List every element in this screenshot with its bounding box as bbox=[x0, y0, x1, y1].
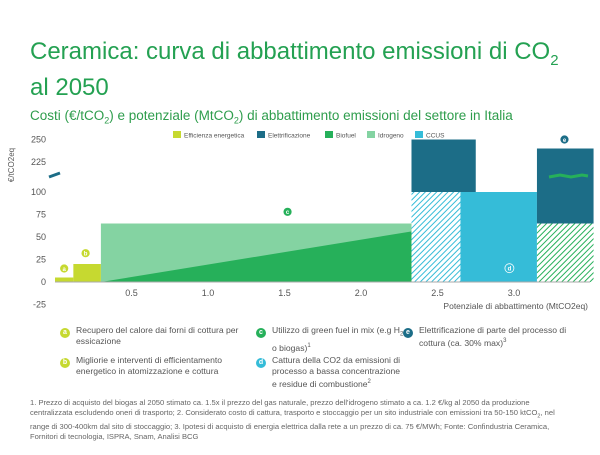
legend-swatch bbox=[367, 131, 375, 138]
chart-subtitle: Costi (€/tCO2) e potenziale (MtCO2) di a… bbox=[30, 108, 513, 126]
marker-c bbox=[282, 206, 293, 217]
x-tick-label: 1.0 bbox=[202, 288, 215, 298]
note-a: Recupero del calore dai forni di cottura… bbox=[76, 325, 239, 346]
marker-b bbox=[80, 248, 91, 259]
y-tick-label: -25 bbox=[33, 300, 46, 310]
legend-label: Efficienza energetica bbox=[184, 133, 245, 140]
bar-b bbox=[73, 264, 101, 282]
y-tick-label: 50 bbox=[36, 232, 46, 242]
y-tick-label: 250 bbox=[31, 135, 46, 145]
note-d: Cattura della CO2 da emissioni di proces… bbox=[272, 355, 401, 389]
note-marker-a: a bbox=[60, 328, 70, 338]
x-axis-label: Potenziale di abbattimento (MtCO2eq) bbox=[443, 301, 588, 311]
legend-label: Idrogeno bbox=[378, 133, 404, 140]
marker-a bbox=[59, 263, 70, 274]
marker-label-d: d bbox=[508, 267, 512, 273]
y-tick-label: 100 bbox=[31, 187, 46, 197]
y-tick-label: 25 bbox=[36, 255, 46, 265]
bar-d bbox=[460, 192, 537, 282]
marker-e bbox=[559, 134, 570, 145]
note-c: Utilizzo di green fuel in mix (e.g H2 o … bbox=[272, 325, 404, 353]
legend-swatch bbox=[325, 131, 333, 138]
footnote: 1. Prezzo di acquisto del biogas al 2050… bbox=[30, 398, 555, 441]
bar-e-hatched bbox=[536, 223, 594, 282]
page-title: Ceramica: curva di abbattimento emission… bbox=[30, 38, 559, 101]
note-marker-e: e bbox=[403, 328, 413, 338]
y-tick-label: 0 bbox=[41, 277, 46, 287]
marker-label-b: b bbox=[84, 252, 88, 258]
x-tick-label: 2.5 bbox=[431, 288, 444, 298]
bar-e bbox=[536, 148, 594, 224]
marker-d bbox=[504, 263, 515, 274]
legend-swatch bbox=[257, 131, 265, 138]
bar-c-biofuel bbox=[100, 223, 461, 282]
axis-break-left bbox=[48, 171, 61, 179]
y-tick-label: 225 bbox=[31, 157, 46, 167]
note-b: Migliorie e interventi di efficientament… bbox=[76, 355, 223, 376]
x-tick-label: 0.5 bbox=[125, 288, 138, 298]
legend-swatch bbox=[415, 131, 423, 138]
x-tick-label: 1.5 bbox=[278, 288, 291, 298]
legend-label: Elettrificazione bbox=[268, 133, 311, 140]
legend-label: Biofuel bbox=[336, 133, 356, 140]
x-tick-label: 2.0 bbox=[355, 288, 368, 298]
bar-a bbox=[55, 277, 74, 282]
legend-label: CCUS bbox=[426, 133, 445, 140]
legend-swatch bbox=[173, 131, 181, 138]
marker-label-e: e bbox=[563, 138, 567, 144]
note-marker-c: c bbox=[256, 328, 266, 338]
marker-label-a: a bbox=[63, 267, 67, 273]
note-marker-b: b bbox=[60, 358, 70, 368]
note-marker-d: d bbox=[256, 358, 266, 368]
marker-label-c: c bbox=[286, 210, 290, 216]
y-axis-label: €/tCO2eq bbox=[7, 148, 16, 182]
bar-elettrificazione-1 bbox=[411, 139, 476, 192]
axis-break-right bbox=[548, 173, 589, 179]
y-tick-label: 75 bbox=[36, 210, 46, 220]
note-e: Elettrificazione di parte del processo d… bbox=[419, 325, 567, 348]
x-tick-label: 3.0 bbox=[508, 288, 521, 298]
